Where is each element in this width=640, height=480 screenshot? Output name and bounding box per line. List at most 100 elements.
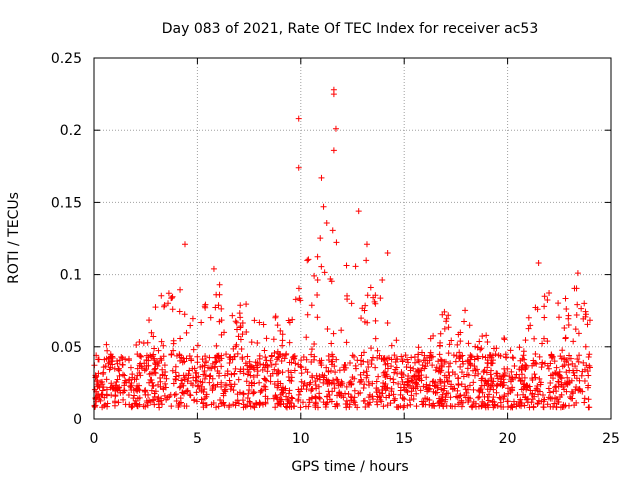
data-point xyxy=(433,364,440,371)
data-point xyxy=(250,373,257,380)
data-point xyxy=(351,399,358,406)
data-point xyxy=(140,340,147,347)
data-point xyxy=(436,342,443,349)
data-point xyxy=(445,324,452,331)
data-point xyxy=(384,365,391,372)
data-point xyxy=(408,392,415,399)
data-point xyxy=(280,401,287,408)
data-point xyxy=(448,337,455,344)
data-point xyxy=(498,403,505,410)
data-point xyxy=(193,398,200,405)
data-point xyxy=(557,353,564,360)
data-point xyxy=(234,350,241,357)
data-point xyxy=(478,345,485,352)
data-point xyxy=(418,349,425,356)
data-point xyxy=(373,385,380,392)
data-point xyxy=(193,389,200,396)
data-point xyxy=(584,321,591,328)
data-point xyxy=(271,349,278,356)
data-point xyxy=(553,383,560,390)
data-point xyxy=(470,386,477,393)
data-point xyxy=(235,400,242,407)
data-point xyxy=(486,351,493,358)
data-point xyxy=(572,326,579,333)
data-point xyxy=(533,385,540,392)
data-point xyxy=(471,363,478,370)
data-point xyxy=(471,372,478,379)
data-point xyxy=(324,325,331,332)
data-point xyxy=(382,387,389,394)
data-point xyxy=(156,398,163,405)
data-point xyxy=(445,390,452,397)
data-point xyxy=(226,359,233,366)
data-point xyxy=(380,403,387,410)
data-point xyxy=(445,363,452,370)
data-point xyxy=(218,305,225,312)
data-point xyxy=(169,306,176,313)
data-point xyxy=(312,400,319,407)
data-point xyxy=(172,369,179,376)
data-point xyxy=(146,317,153,324)
data-point xyxy=(298,370,305,377)
data-point xyxy=(134,395,141,402)
data-point xyxy=(449,369,456,376)
data-point xyxy=(437,356,444,363)
data-point xyxy=(214,381,221,388)
data-point xyxy=(442,358,449,365)
data-point xyxy=(478,382,485,389)
data-point xyxy=(277,327,284,334)
data-point xyxy=(177,357,184,364)
data-point xyxy=(341,361,348,368)
data-point xyxy=(570,338,577,345)
data-point xyxy=(412,359,419,366)
data-point xyxy=(239,319,246,326)
data-point xyxy=(308,395,315,402)
y-tick-label: 0.1 xyxy=(60,268,82,284)
data-point xyxy=(306,396,313,403)
data-point xyxy=(234,391,241,398)
data-point xyxy=(517,399,524,406)
data-point xyxy=(369,393,376,400)
data-point xyxy=(191,397,198,404)
data-point xyxy=(235,376,242,383)
data-point xyxy=(574,356,581,363)
data-point xyxy=(328,340,335,347)
data-point xyxy=(263,335,270,342)
data-point xyxy=(526,383,533,390)
data-point xyxy=(536,375,543,382)
data-point xyxy=(206,354,213,361)
data-point xyxy=(352,365,359,372)
data-point xyxy=(574,270,581,277)
data-point xyxy=(462,383,469,390)
data-point xyxy=(370,354,377,361)
data-point xyxy=(172,363,179,370)
data-point xyxy=(538,364,545,371)
data-point xyxy=(437,380,444,387)
data-point xyxy=(532,359,539,366)
data-point xyxy=(529,362,536,369)
data-point xyxy=(441,385,448,392)
data-point xyxy=(202,353,209,360)
data-point xyxy=(381,357,388,364)
data-point xyxy=(245,368,252,375)
data-point xyxy=(318,263,325,270)
data-point xyxy=(156,404,163,411)
data-point xyxy=(295,285,302,292)
data-point xyxy=(424,360,431,367)
data-point xyxy=(429,362,436,369)
data-point xyxy=(502,354,509,361)
data-point xyxy=(404,388,411,395)
data-point xyxy=(565,321,572,328)
data-point xyxy=(387,375,394,382)
data-point xyxy=(487,371,494,378)
data-point xyxy=(275,370,282,377)
data-point xyxy=(409,378,416,385)
data-point xyxy=(579,368,586,375)
data-point xyxy=(410,395,417,402)
x-tick-label: 25 xyxy=(602,431,620,447)
data-point xyxy=(346,401,353,408)
data-point xyxy=(229,312,236,319)
data-point xyxy=(256,319,263,326)
data-point xyxy=(195,382,202,389)
data-point xyxy=(432,379,439,386)
